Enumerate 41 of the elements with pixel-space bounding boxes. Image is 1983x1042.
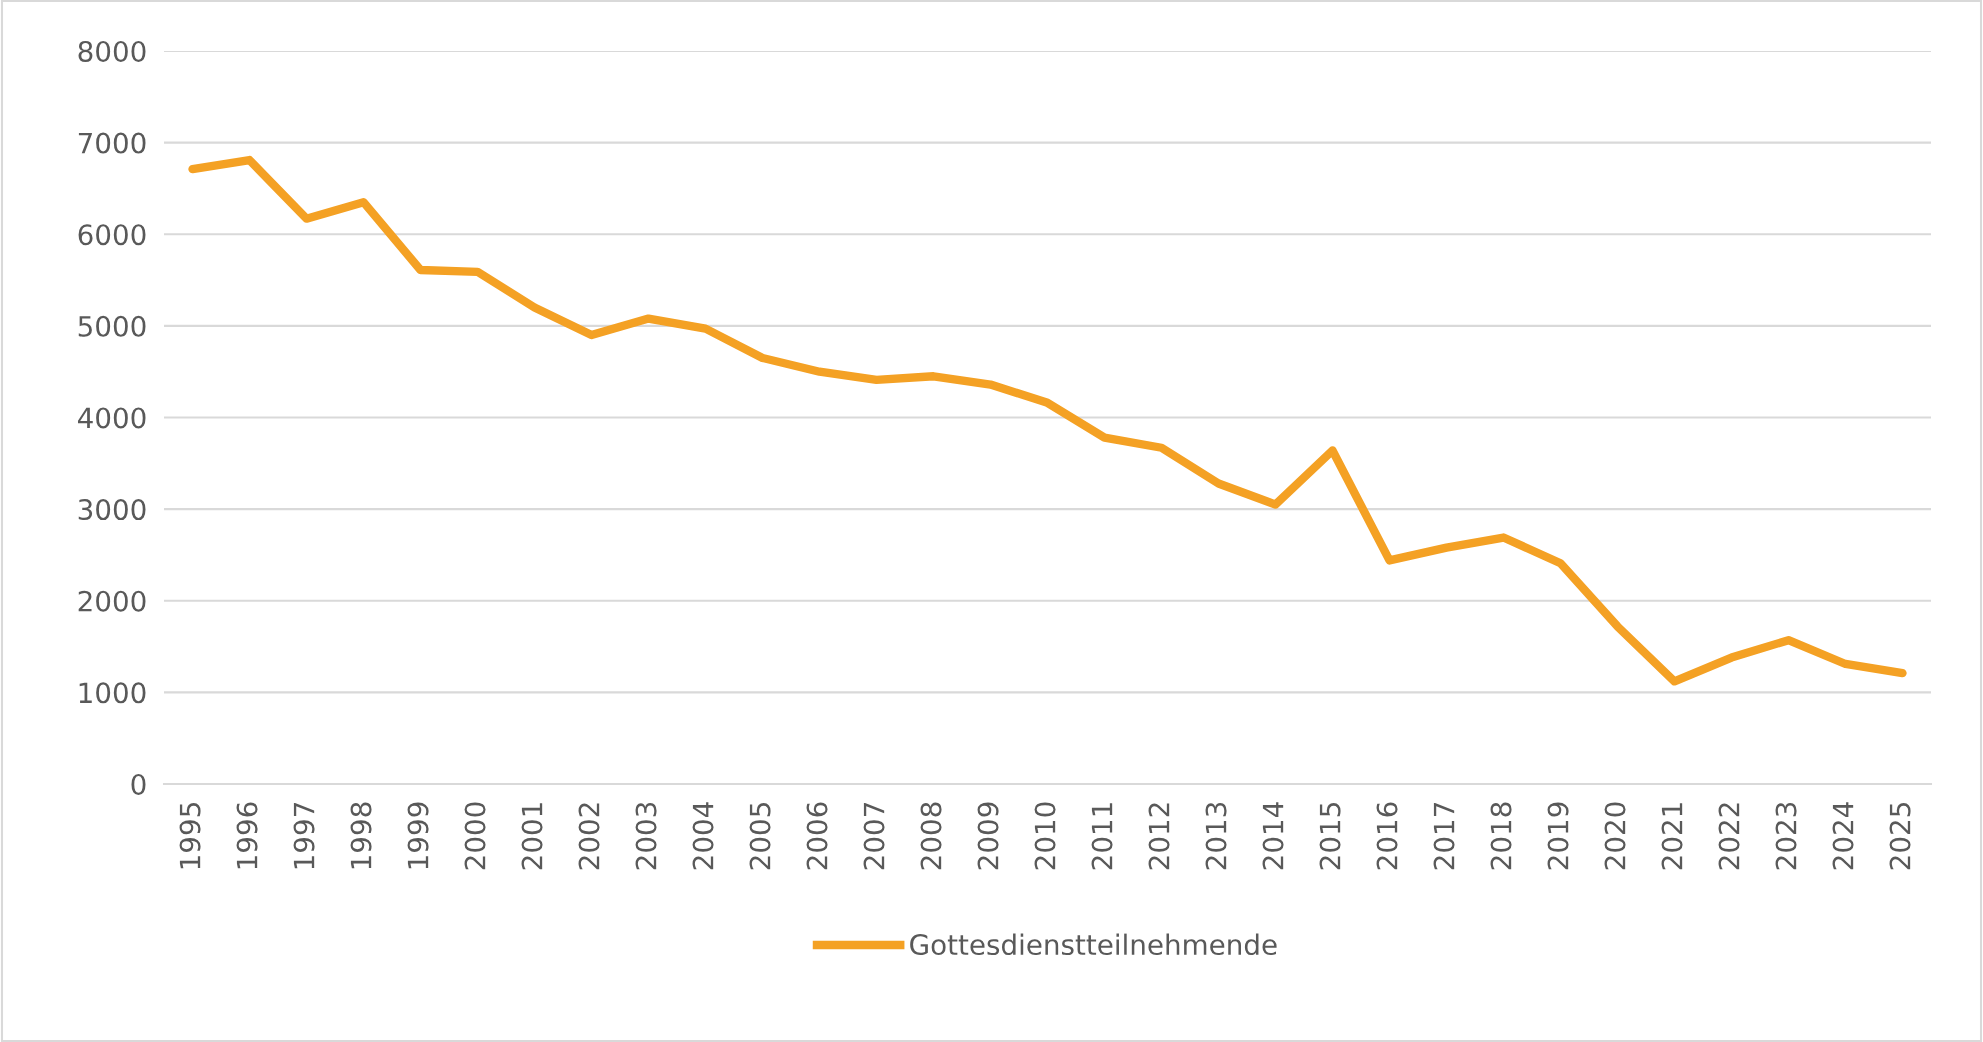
y-tick-label: 1000 <box>79 682 146 704</box>
y-tick-label: 0 <box>131 773 146 795</box>
x-tick-label: 1996 <box>236 802 258 869</box>
x-tick-label: 1997 <box>293 803 315 869</box>
y-tick-label: 7000 <box>78 132 146 154</box>
x-tick-label: 2005 <box>749 803 771 870</box>
x-tick-label: 2015 <box>1319 803 1341 870</box>
x-tick-label: 2006 <box>806 802 828 870</box>
x-tick-label: 1998 <box>350 802 372 869</box>
y-tick-label: 3000 <box>78 499 146 521</box>
x-tick-label: 2004 <box>692 802 714 870</box>
x-tick-label: 2019 <box>1547 802 1569 870</box>
x-tick-label: 2009 <box>977 802 999 870</box>
x-tick-label: 2012 <box>1148 803 1170 870</box>
x-tick-label: 2013 <box>1205 802 1227 870</box>
x-tick-label: 2011 <box>1091 803 1113 870</box>
x-tick-label: 2002 <box>578 803 600 870</box>
x-tick-label: 2007 <box>863 803 885 870</box>
x-tick-label: 2017 <box>1433 803 1455 870</box>
x-tick-label: 2001 <box>521 803 543 870</box>
x-tick-label: 2025 <box>1889 803 1911 870</box>
x-tick-label: 2000 <box>464 802 486 870</box>
x-tick-label: 2008 <box>920 802 942 870</box>
y-tick-label: 5000 <box>78 315 146 337</box>
x-tick-label: 2018 <box>1490 802 1512 870</box>
x-tick-label: 2003 <box>635 802 657 870</box>
x-tick-label: 2020 <box>1604 802 1626 870</box>
x-tick-label: 1995 <box>179 803 201 869</box>
x-tick-label: 2022 <box>1718 803 1740 870</box>
legend-label: Gottesdienstteilnehmende <box>910 933 1277 956</box>
x-tick-label: 1999 <box>407 802 429 869</box>
y-tick-label: 6000 <box>78 224 146 246</box>
y-tick-label: 2000 <box>78 590 146 612</box>
x-tick-label: 2010 <box>1034 802 1056 870</box>
y-tick-label: 8000 <box>78 40 146 62</box>
y-tick-label: 4000 <box>78 407 146 429</box>
x-tick-label: 2016 <box>1376 802 1398 870</box>
x-tick-label: 2024 <box>1832 802 1854 870</box>
x-tick-label: 2014 <box>1262 802 1284 870</box>
x-tick-label: 2023 <box>1775 802 1797 870</box>
x-tick-label: 2021 <box>1661 803 1683 870</box>
